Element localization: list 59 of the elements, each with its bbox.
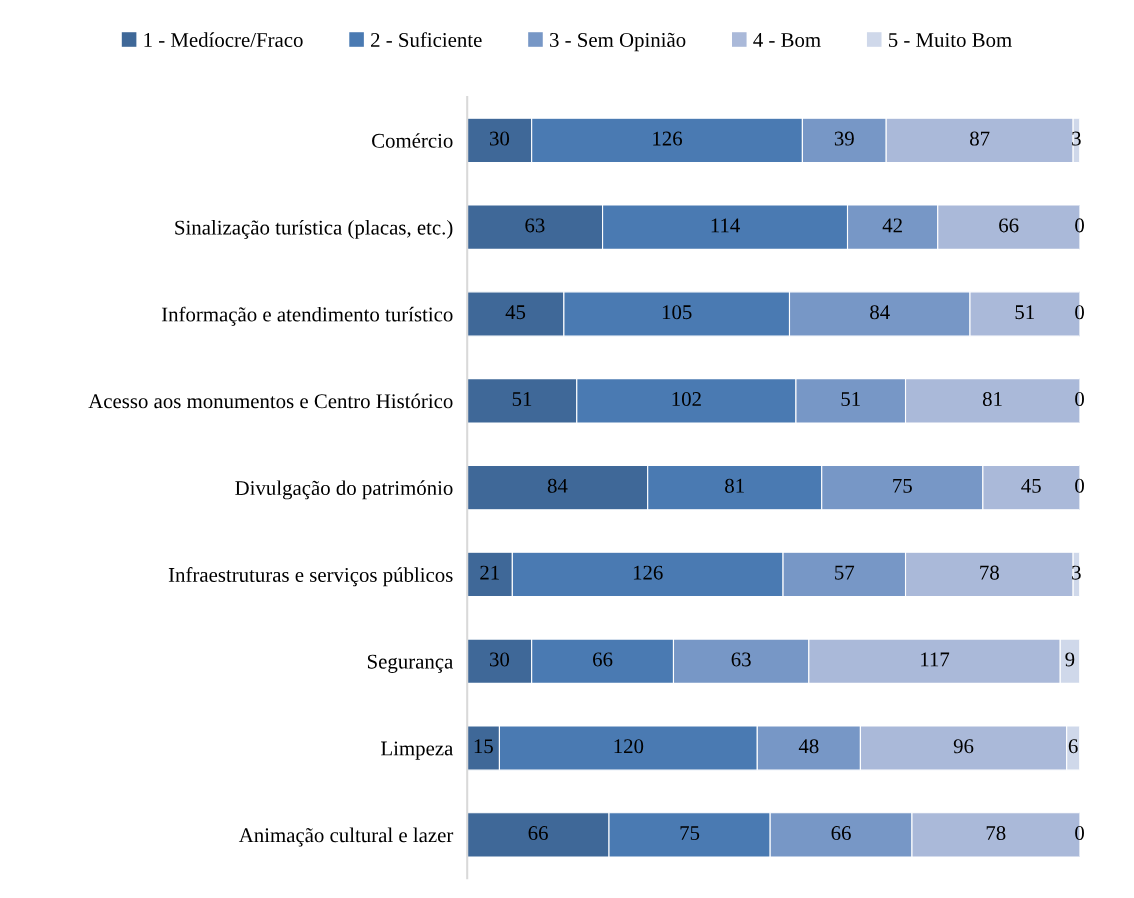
y-tick-label: Acesso aos monumentos e Centro Histórico (88, 393, 453, 409)
data-label: 63 (525, 218, 545, 233)
data-label: 3 (1072, 565, 1081, 580)
data-label: 0 (1075, 826, 1084, 841)
y-tick-label: Segurança (367, 654, 454, 673)
y-tick-label: Sinalização turística (placas, etc.) (175, 219, 453, 239)
data-label: 66 (528, 826, 548, 841)
data-label: 126 (633, 565, 663, 580)
data-label: 39 (834, 131, 854, 146)
data-label: 102 (672, 391, 701, 407)
data-label: 84 (547, 478, 568, 493)
data-label: 6 (1068, 739, 1078, 754)
y-tick-label: Comércio (372, 133, 453, 148)
data-label: 117 (921, 652, 950, 667)
y-tick-label: Informação e atendimento turístico (161, 306, 453, 326)
data-label: 78 (986, 826, 1006, 841)
data-label: 114 (711, 218, 740, 233)
data-label: 0 (1075, 218, 1084, 233)
data-label: 66 (999, 218, 1019, 233)
data-label: 30 (490, 131, 510, 146)
data-label: 45 (505, 305, 526, 320)
data-label: 48 (798, 739, 819, 754)
data-label: 75 (680, 826, 700, 841)
data-label: 63 (731, 652, 751, 667)
data-label: 87 (970, 131, 990, 146)
y-tick-label: Limpeza (381, 741, 454, 760)
data-label: 105 (662, 305, 692, 320)
data-label: 81 (982, 391, 1002, 407)
data-label: 51 (512, 392, 532, 407)
data-label: 51 (1015, 305, 1034, 320)
data-label: 9 (1065, 652, 1075, 667)
y-tick-label: Divulgação do património (235, 480, 453, 500)
data-label: 66 (593, 652, 613, 667)
data-label: 66 (831, 826, 851, 841)
data-label: 15 (474, 739, 493, 754)
legend-label: 3 - Sem Opinião (550, 32, 686, 52)
data-label: 81 (725, 478, 744, 493)
data-label: 120 (614, 739, 644, 754)
legend-label: 1 - Medíocre/Fraco (144, 32, 303, 48)
data-label: 51 (841, 392, 860, 407)
data-label: 57 (835, 565, 855, 580)
data-label: 45 (1021, 478, 1041, 493)
data-label: 96 (953, 739, 974, 754)
data-label: 30 (490, 652, 510, 667)
data-label: 126 (653, 131, 683, 146)
data-label: 84 (870, 305, 890, 320)
legend-label: 2 - Suficiente (371, 32, 482, 48)
data-label: 0 (1075, 305, 1084, 320)
legend-label: 4 - Bom (753, 33, 821, 48)
data-label: 3 (1072, 131, 1081, 146)
y-tick-label: Animação cultural e lazer (238, 827, 454, 847)
data-label: 21 (480, 565, 499, 580)
data-label: 42 (882, 218, 902, 233)
legend-label: 5 - Muito Bom (888, 33, 1012, 48)
data-label: 0 (1075, 391, 1084, 407)
data-label: 78 (980, 565, 999, 580)
data-label: 75 (893, 478, 912, 493)
data-label: 0 (1075, 478, 1084, 493)
y-tick-label: Infraestruturas e serviços públicos (168, 567, 453, 587)
